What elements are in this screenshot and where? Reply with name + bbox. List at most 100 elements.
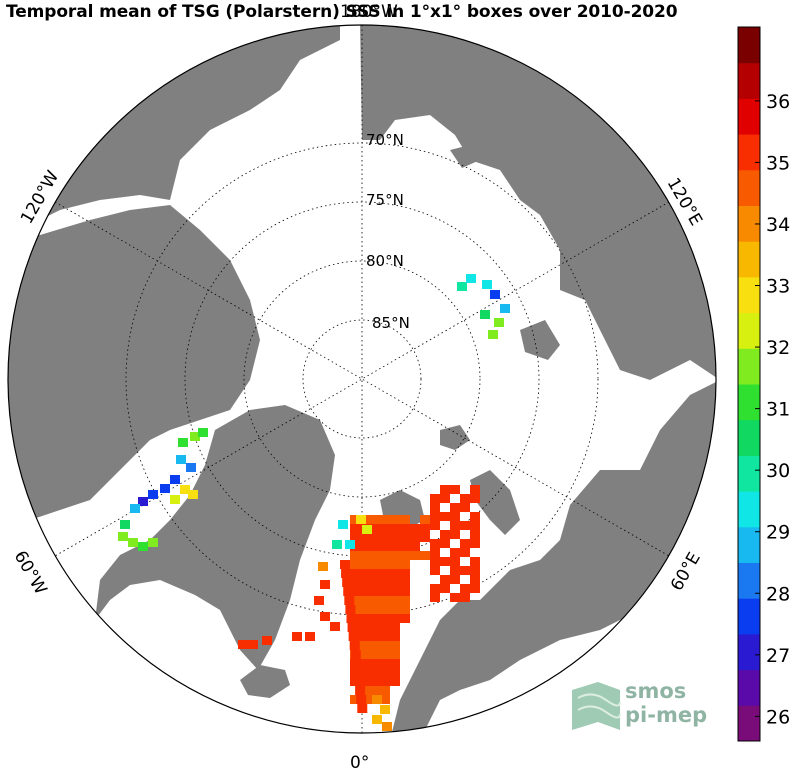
sss-cell: [314, 596, 324, 605]
colorbar-tick-label: 32: [766, 337, 790, 359]
land-scandinavia: [390, 380, 716, 733]
sss-cell: [343, 587, 354, 596]
sss-cell: [342, 578, 353, 587]
lat-label-70: 70°N: [366, 131, 404, 149]
sss-cell: [410, 524, 420, 533]
sss-cell: [420, 533, 430, 542]
sss-cell: [430, 494, 440, 503]
sss-cell: [390, 524, 400, 533]
sss-cell: [390, 614, 400, 623]
sss-cell: [380, 650, 390, 659]
sss-cell: [430, 584, 440, 593]
lat-label-75: 75°N: [366, 191, 404, 209]
sss-cell: [356, 515, 366, 524]
map-title: Temporal mean of TSG (Polarstern) SSS in…: [6, 2, 678, 22]
sss-cell: [346, 614, 357, 623]
colorbar-tick-label: 31: [766, 399, 790, 421]
sss-cell: [370, 542, 380, 551]
sss-cell: [350, 695, 360, 704]
sss-cell: [460, 566, 470, 575]
sss-cell: [345, 605, 356, 614]
sss-cell: [420, 551, 430, 560]
sss-cell: [430, 548, 440, 557]
sss-cell: [370, 668, 380, 677]
sss-cell: [347, 623, 358, 632]
sss-cell: [370, 515, 380, 524]
parallel-80: [243, 260, 481, 498]
sss-cell: [440, 512, 450, 521]
sss-cell: [430, 503, 440, 512]
sss-cell: [370, 596, 380, 605]
sss-cell: [400, 596, 410, 605]
meridian-60e-120w: [54, 201, 670, 557]
sss-cell: [440, 575, 450, 584]
sss-cell: [380, 596, 390, 605]
colorbar-segment: [738, 98, 760, 135]
sss-cell: [370, 524, 380, 533]
sss-cell: [351, 659, 362, 668]
sss-cell: [360, 614, 370, 623]
sss-cell: [457, 282, 467, 291]
sss-cell: [370, 650, 380, 659]
sss-cell: [470, 584, 480, 593]
smos-logo: smos pi-mep: [572, 679, 707, 730]
meridian-label-right-lower: 60°E: [667, 549, 705, 594]
sss-cell: [380, 542, 390, 551]
colorbar-tick-label: 29: [766, 522, 790, 544]
sss-cell: [380, 705, 390, 714]
sss-cell: [355, 686, 366, 695]
sss-cell: [370, 560, 380, 569]
colorbar-segment: [738, 526, 760, 563]
sss-cell: [305, 632, 315, 641]
sss-cell: [380, 668, 390, 677]
colorbar-segment: [738, 62, 760, 99]
sss-cell: [170, 495, 180, 504]
colorbar-tick-label: 35: [766, 152, 790, 174]
sss-cell: [360, 623, 370, 632]
sss-cell: [350, 596, 360, 605]
sss-cell: [292, 632, 302, 641]
sss-cell: [450, 593, 460, 602]
sss-cell: [340, 560, 350, 569]
sss-cell: [130, 504, 140, 513]
sss-cell: [450, 575, 460, 584]
sss-cell: [188, 490, 198, 499]
sss-cell: [450, 557, 460, 566]
sss-cell: [128, 538, 138, 547]
sss-cell: [370, 578, 380, 587]
sss-cell: [460, 494, 470, 503]
sss-cell: [370, 659, 380, 668]
colorbar-segment: [738, 169, 760, 206]
sss-cell: [349, 641, 360, 650]
sss-cell: [390, 560, 400, 569]
sss-cell: [360, 596, 370, 605]
sss-cell: [460, 521, 470, 530]
lat-label-80: 80°N: [366, 252, 404, 270]
sss-cell: [390, 596, 400, 605]
sss-cell: [380, 587, 390, 596]
colorbar-segment: [738, 241, 760, 278]
sss-cell: [345, 540, 355, 549]
sss-cell: [380, 614, 390, 623]
sss-cell: [400, 587, 410, 596]
sss-cell: [390, 578, 400, 587]
sss-cell: [180, 485, 190, 494]
sss-cell: [380, 605, 390, 614]
sss-cell: [262, 636, 272, 645]
sss-cell: [382, 722, 392, 731]
sss-cell: [380, 551, 390, 560]
sss-cell: [400, 614, 410, 623]
meridian-label-left-lower: 60°W: [10, 548, 51, 599]
colorbar-tick-label: 33: [766, 276, 790, 298]
sss-cell: [176, 455, 186, 464]
colorbar-segment: [738, 598, 760, 635]
colorbar-segment: [738, 384, 760, 421]
colorbar-tick-label: 26: [766, 706, 790, 728]
sss-cell: [390, 641, 400, 650]
sss-cell: [400, 560, 410, 569]
land-canada-archipelago: [8, 205, 260, 525]
sss-cell: [238, 640, 248, 649]
colorbar-segment: [738, 705, 760, 742]
sss-cell: [350, 650, 361, 659]
